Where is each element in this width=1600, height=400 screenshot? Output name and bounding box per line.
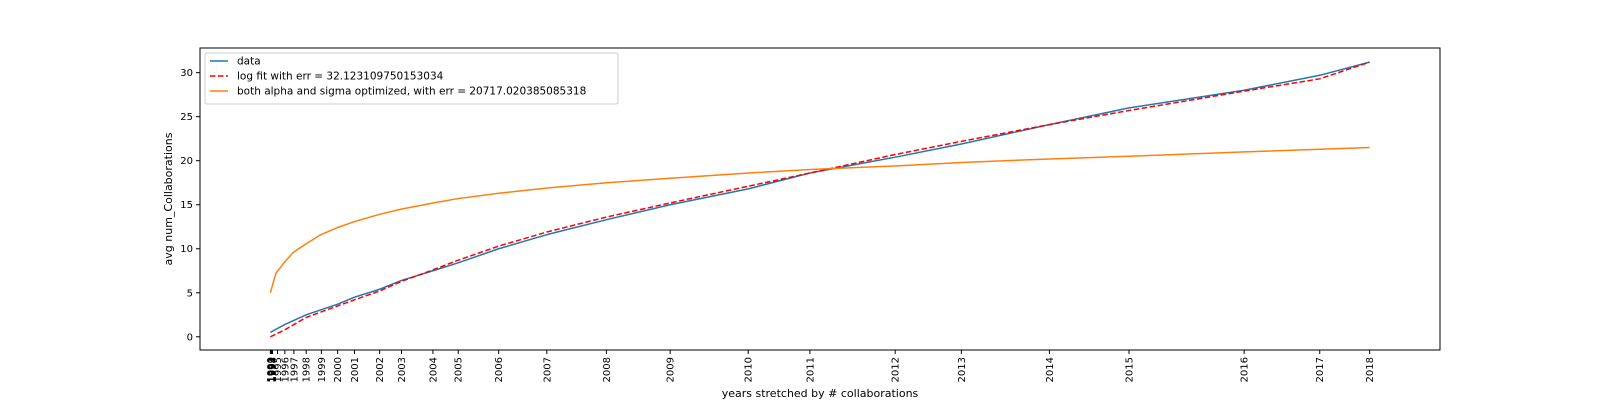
x-tick-label: 1998 xyxy=(302,357,313,382)
y-axis-label: avg num_Collaborations xyxy=(162,132,175,265)
x-tick-label: 2015 xyxy=(1125,357,1136,382)
x-tick-label: 2007 xyxy=(542,357,553,382)
legend: data log fit with err = 32.12310975015303… xyxy=(204,52,619,105)
x-tick-label: 1999 xyxy=(317,357,328,382)
legend-label: both alpha and sigma optimized, with err… xyxy=(237,86,586,98)
x-tick-label: 1995 xyxy=(273,357,284,382)
y-tick-label: 30 xyxy=(180,68,193,79)
y-tick-label: 5 xyxy=(187,288,193,299)
x-axis-label: years stretched by # collaborations xyxy=(722,387,919,400)
y-tick-label: 0 xyxy=(187,332,193,343)
series-line-2 xyxy=(270,61,1370,338)
x-tick-label: 1994 xyxy=(268,357,279,382)
x-tick-label: 2000 xyxy=(333,357,344,382)
series-line-1 xyxy=(269,61,1370,334)
x-tick-label: 2017 xyxy=(1315,357,1326,382)
x-tick-label: 1993 xyxy=(268,357,279,382)
legend-box xyxy=(204,52,619,105)
x-tick-label: 1991 xyxy=(266,357,277,382)
series-layer xyxy=(269,61,1370,338)
x-tick-label: 2008 xyxy=(602,357,613,382)
y-tick-label: 15 xyxy=(180,200,193,211)
x-tick-label: 2010 xyxy=(744,357,755,382)
y-tick-label: 10 xyxy=(180,244,193,255)
x-tick-label: 1992 xyxy=(267,357,278,382)
legend-label: data xyxy=(237,56,261,68)
y-tick-label: 20 xyxy=(180,156,193,167)
x-tick-label: 1997 xyxy=(289,357,300,382)
x-tick-label: 1996 xyxy=(280,357,291,382)
x-tick-label: 2018 xyxy=(1365,357,1376,382)
x-tick-label: 2001 xyxy=(350,357,361,382)
x-tick-label: 2004 xyxy=(428,357,439,382)
x-tick-label: 2006 xyxy=(494,357,505,382)
x-tick-label: 2013 xyxy=(957,357,968,382)
y-tick-label: 25 xyxy=(180,112,193,123)
series-line-3 xyxy=(269,146,1370,293)
x-tick-label: 2016 xyxy=(1240,357,1251,382)
x-tick-label: 2012 xyxy=(891,357,902,382)
x-tick-label: 1990 xyxy=(266,357,277,382)
y-axis: 0 5 10 15 20 25 30 xyxy=(180,68,200,343)
x-tick-label: 2002 xyxy=(375,357,386,382)
legend-label: log fit with err = 32.123109750153034 xyxy=(237,71,444,83)
x-tick-label: 2005 xyxy=(454,357,465,382)
x-tick-label: 2014 xyxy=(1045,357,1056,382)
x-tick-label: 2003 xyxy=(397,357,408,382)
x-tick-label: 2009 xyxy=(666,357,677,382)
x-tick-label: 2011 xyxy=(805,357,816,382)
